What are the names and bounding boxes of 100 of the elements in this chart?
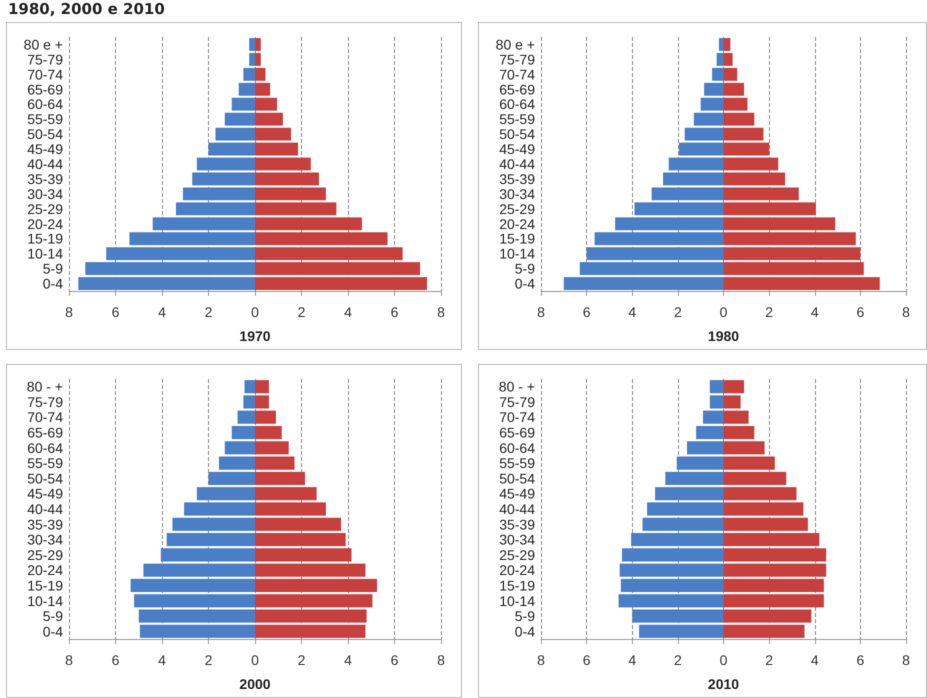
x-tick-label: 2 xyxy=(765,652,774,668)
bar xyxy=(130,578,255,592)
bar xyxy=(255,533,346,546)
y-tick-label: 35-39 xyxy=(27,516,64,532)
x-tick-label: 8 xyxy=(437,304,446,320)
bar xyxy=(255,232,388,246)
bar xyxy=(724,52,733,66)
x-tick-label: 0 xyxy=(720,304,728,320)
bar xyxy=(716,52,724,66)
bar xyxy=(642,518,724,531)
bar xyxy=(724,533,820,546)
bar xyxy=(255,564,366,577)
y-tick-label: 70-74 xyxy=(499,409,536,426)
y-tick-label: 50-54 xyxy=(27,470,64,486)
x-tick-label: 6 xyxy=(582,304,591,320)
x-tick-label: 6 xyxy=(856,304,864,320)
x-tick-label: 8 xyxy=(537,652,546,668)
bar xyxy=(255,247,403,260)
bar xyxy=(255,262,420,276)
x-tick-label: 8 xyxy=(65,304,74,320)
y-tick-label: 40-44 xyxy=(27,156,64,172)
bar xyxy=(232,98,255,111)
bar xyxy=(160,548,255,562)
y-tick-label: 15-19 xyxy=(27,577,64,594)
x-axis-title: 1980 xyxy=(708,328,740,344)
y-tick-label: 0-4 xyxy=(42,623,64,640)
x-tick-label: 6 xyxy=(112,652,120,668)
bar xyxy=(196,487,255,500)
y-tick-label: 5-9 xyxy=(514,608,536,624)
bar xyxy=(243,68,255,81)
y-tick-label: 0-4 xyxy=(42,276,64,292)
bar xyxy=(724,247,860,260)
bar xyxy=(724,82,744,96)
bar xyxy=(255,456,295,470)
y-tick-label: 65-69 xyxy=(27,81,64,98)
bar xyxy=(724,142,770,156)
y-tick-label: 25-29 xyxy=(27,546,64,563)
bar xyxy=(702,410,724,424)
bar xyxy=(224,441,255,454)
bar xyxy=(255,426,282,440)
bar xyxy=(184,502,255,516)
bar xyxy=(724,609,812,623)
x-tick-label: 4 xyxy=(158,304,166,320)
y-tick-label: 75-79 xyxy=(27,394,64,410)
x-tick-label: 8 xyxy=(437,652,446,668)
y-tick-label: 20-24 xyxy=(499,562,536,578)
bar xyxy=(724,548,826,562)
bar xyxy=(238,82,255,96)
bar xyxy=(700,98,724,111)
y-tick-label: 20-24 xyxy=(27,562,64,578)
y-tick-label: 80 - + xyxy=(498,378,535,395)
y-tick-label: 20-24 xyxy=(27,216,64,232)
y-tick-label: 65-69 xyxy=(27,424,64,441)
bar xyxy=(255,441,289,454)
bar xyxy=(255,38,261,51)
bar xyxy=(724,38,730,51)
y-tick-label: 80 e + xyxy=(24,36,63,52)
bar xyxy=(724,217,836,230)
bar xyxy=(724,202,816,216)
bar xyxy=(704,82,724,96)
y-tick-label: 75-79 xyxy=(499,394,536,410)
bar xyxy=(255,578,378,592)
bar xyxy=(724,172,786,186)
bar xyxy=(724,128,764,141)
y-tick-label: 55-59 xyxy=(27,455,64,472)
bar xyxy=(620,578,724,592)
y-tick-label: 30-34 xyxy=(499,532,536,548)
bar xyxy=(255,594,372,608)
y-tick-label: 30-34 xyxy=(27,186,64,202)
bar xyxy=(255,112,283,126)
bar xyxy=(724,112,754,126)
bar xyxy=(143,564,255,577)
bar xyxy=(215,128,255,141)
bar xyxy=(724,262,864,276)
bar xyxy=(710,395,724,409)
x-tick-label: 2 xyxy=(298,652,306,668)
bar xyxy=(138,609,255,623)
x-tick-label: 6 xyxy=(856,652,864,668)
x-tick-label: 8 xyxy=(902,652,910,668)
x-tick-label: 4 xyxy=(344,304,352,320)
y-tick-label: 75-79 xyxy=(499,51,536,68)
bar xyxy=(684,128,724,141)
bar xyxy=(724,456,775,470)
bar xyxy=(724,277,880,290)
bar xyxy=(249,38,255,51)
y-tick-label: 40-44 xyxy=(499,501,536,517)
bar xyxy=(639,624,724,638)
bar xyxy=(255,410,276,424)
y-tick-label: 25-29 xyxy=(499,200,536,217)
bar xyxy=(724,487,796,500)
x-tick-label: 8 xyxy=(65,652,74,668)
x-tick-label: 4 xyxy=(628,652,636,668)
bar xyxy=(615,217,724,230)
bar xyxy=(172,518,255,531)
x-tick-label: 6 xyxy=(582,652,591,668)
y-tick-label: 55-59 xyxy=(499,455,536,472)
bar xyxy=(255,472,305,485)
bar xyxy=(255,172,319,186)
x-axis-title: 2010 xyxy=(708,676,740,692)
bar xyxy=(724,380,744,394)
